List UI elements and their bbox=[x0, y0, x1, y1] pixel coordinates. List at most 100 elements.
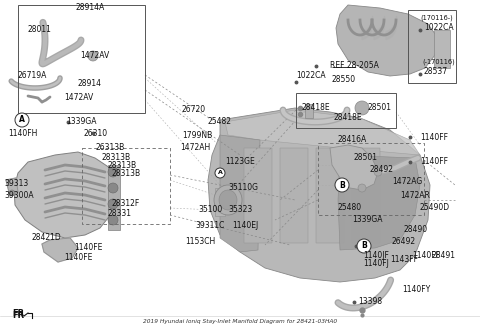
Circle shape bbox=[15, 113, 29, 127]
Text: A: A bbox=[217, 171, 222, 175]
Text: 28313B: 28313B bbox=[108, 161, 137, 171]
Text: 1140FJ: 1140FJ bbox=[363, 259, 389, 269]
Ellipse shape bbox=[219, 190, 237, 210]
Text: 35100: 35100 bbox=[198, 206, 222, 215]
Circle shape bbox=[335, 178, 349, 192]
Text: (170116-): (170116-) bbox=[420, 15, 453, 21]
Text: 25480: 25480 bbox=[338, 203, 362, 213]
Text: 1140FF: 1140FF bbox=[420, 157, 448, 167]
Text: 1472AG: 1472AG bbox=[392, 177, 422, 187]
Text: 28914A: 28914A bbox=[75, 4, 104, 12]
Polygon shape bbox=[338, 155, 420, 250]
Text: 28416A: 28416A bbox=[338, 135, 367, 145]
Text: B: B bbox=[361, 241, 367, 251]
Text: 1022CA: 1022CA bbox=[296, 71, 325, 79]
Text: 1472AV: 1472AV bbox=[80, 51, 109, 60]
Bar bbox=[316, 148, 344, 243]
Circle shape bbox=[9, 190, 15, 196]
Circle shape bbox=[108, 215, 118, 225]
Text: 39300A: 39300A bbox=[4, 191, 34, 199]
Text: 35323: 35323 bbox=[228, 206, 252, 215]
Bar bbox=[280, 148, 308, 243]
Text: 1123GE: 1123GE bbox=[225, 157, 255, 167]
Text: FR: FR bbox=[12, 312, 24, 320]
Bar bbox=[318, 143, 424, 215]
Polygon shape bbox=[330, 145, 378, 190]
Text: 1472AR: 1472AR bbox=[400, 192, 430, 200]
Bar bbox=[82, 148, 170, 224]
Bar bbox=[108, 165, 120, 230]
Text: 28313B: 28313B bbox=[112, 170, 141, 178]
Text: 13398: 13398 bbox=[358, 297, 382, 306]
Text: 1472AH: 1472AH bbox=[180, 144, 210, 153]
Text: 26720: 26720 bbox=[182, 106, 206, 114]
Polygon shape bbox=[42, 238, 78, 262]
Text: 1140FF: 1140FF bbox=[420, 133, 448, 141]
Text: 26492: 26492 bbox=[392, 237, 416, 247]
Circle shape bbox=[88, 51, 98, 61]
Text: 26719A: 26719A bbox=[18, 71, 48, 79]
Text: 1140FH: 1140FH bbox=[8, 129, 37, 137]
Text: 39311C: 39311C bbox=[195, 221, 224, 231]
Circle shape bbox=[358, 184, 366, 192]
Bar bbox=[18, 5, 145, 113]
Text: 1140EJ: 1140EJ bbox=[232, 221, 258, 231]
Text: 28011: 28011 bbox=[28, 26, 52, 34]
Text: 1140FE: 1140FE bbox=[74, 243, 102, 253]
Text: 35110G: 35110G bbox=[228, 183, 258, 193]
Text: 28537: 28537 bbox=[424, 67, 448, 75]
Text: 28418E: 28418E bbox=[302, 102, 331, 112]
Ellipse shape bbox=[214, 185, 242, 215]
Text: 1140FF: 1140FF bbox=[412, 252, 440, 260]
Text: 1143FF: 1143FF bbox=[390, 256, 418, 264]
Text: 1140FE: 1140FE bbox=[64, 254, 92, 262]
Circle shape bbox=[108, 183, 118, 193]
Text: 28331: 28331 bbox=[107, 209, 131, 217]
Text: 1153CH: 1153CH bbox=[185, 237, 215, 247]
Text: 1339GA: 1339GA bbox=[66, 117, 96, 127]
Text: 28501: 28501 bbox=[354, 153, 378, 161]
Text: 28490: 28490 bbox=[404, 226, 428, 235]
Text: 1339GA: 1339GA bbox=[352, 215, 383, 224]
Polygon shape bbox=[14, 152, 118, 238]
Circle shape bbox=[215, 168, 225, 178]
Text: 1140JF: 1140JF bbox=[363, 251, 389, 259]
Text: 28550: 28550 bbox=[332, 74, 356, 84]
Circle shape bbox=[357, 239, 371, 253]
Bar bbox=[408, 10, 456, 83]
Text: REF 28-205A: REF 28-205A bbox=[330, 62, 379, 71]
Text: 2019 Hyundai Ioniq Stay-Inlet Manifold Diagram for 28421-03HA0: 2019 Hyundai Ioniq Stay-Inlet Manifold D… bbox=[143, 319, 337, 324]
Text: 1140FY: 1140FY bbox=[402, 285, 430, 295]
Text: 28418E: 28418E bbox=[334, 113, 362, 122]
Circle shape bbox=[355, 101, 369, 115]
Text: A: A bbox=[19, 115, 25, 125]
Text: 25482: 25482 bbox=[207, 117, 231, 127]
Text: 28421D: 28421D bbox=[32, 234, 62, 242]
Text: (-170116): (-170116) bbox=[422, 59, 455, 65]
Circle shape bbox=[374, 168, 382, 176]
Text: 28312F: 28312F bbox=[112, 198, 140, 208]
Circle shape bbox=[108, 167, 118, 177]
Polygon shape bbox=[208, 108, 430, 282]
Bar bbox=[296, 93, 396, 128]
Text: 25490D: 25490D bbox=[420, 202, 450, 212]
Text: 1472AV: 1472AV bbox=[64, 93, 93, 102]
Bar bbox=[244, 148, 272, 243]
Bar bbox=[434, 30, 450, 68]
Polygon shape bbox=[220, 135, 260, 252]
Bar bbox=[352, 148, 380, 243]
Text: 28492: 28492 bbox=[370, 166, 394, 174]
Polygon shape bbox=[225, 110, 420, 155]
Text: 28501: 28501 bbox=[368, 102, 392, 112]
Text: 26313B: 26313B bbox=[96, 144, 125, 153]
Text: 1799NB: 1799NB bbox=[182, 132, 212, 140]
Text: 1022CA: 1022CA bbox=[424, 23, 454, 31]
Text: 28491: 28491 bbox=[432, 252, 456, 260]
Bar bbox=[215, 188, 225, 216]
Polygon shape bbox=[6, 178, 18, 196]
Polygon shape bbox=[336, 5, 438, 76]
Text: B: B bbox=[339, 180, 345, 190]
Text: 26310: 26310 bbox=[84, 129, 108, 137]
Bar bbox=[305, 104, 313, 118]
Text: 28313B: 28313B bbox=[102, 154, 131, 162]
